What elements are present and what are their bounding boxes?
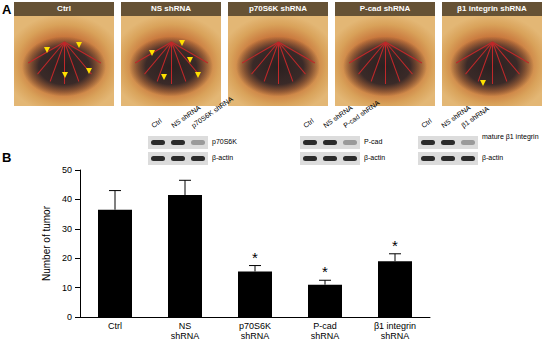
svg-text:30: 30: [62, 224, 72, 234]
html-text:Ctrl: Ctrl: [150, 117, 163, 129]
html-text:β-actin: β-actin: [482, 154, 504, 161]
html-text:β1 shRNA: β1 shRNA: [460, 104, 491, 129]
svg-text:*: *: [252, 249, 258, 266]
svg-text:10: 10: [62, 283, 72, 293]
svg-text:shRNA: shRNA: [311, 331, 340, 341]
svg-text:Number of tumor: Number of tumor: [41, 205, 52, 281]
html-text:β1 integrin shRNA: β1 integrin shRNA: [457, 4, 527, 13]
html-text:P-cad: P-cad: [364, 138, 383, 145]
svg-text:*: *: [322, 263, 328, 280]
html-text:p70S6K: p70S6K: [212, 138, 237, 145]
svg-text:50: 50: [62, 165, 72, 175]
html-text:Ctrl: Ctrl: [57, 4, 71, 13]
html-text:β-actin: β-actin: [364, 154, 386, 161]
html-text:B: B: [2, 150, 12, 165]
svg-text:shRNA: shRNA: [241, 331, 270, 341]
html-text:β-actin: β-actin: [212, 154, 234, 161]
html-text:P-cad shRNA: P-cad shRNA: [359, 4, 411, 13]
svg-text:β1 integrin: β1 integrin: [374, 321, 416, 331]
html-text:Ctrl: Ctrl: [420, 117, 433, 129]
svg-text:*: *: [392, 237, 398, 254]
html-text:NS shRNA: NS shRNA: [440, 103, 472, 129]
svg-text:p70S6K: p70S6K: [239, 321, 271, 331]
svg-text:P-cad: P-cad: [313, 321, 337, 331]
html-text:A: A: [2, 2, 12, 17]
html-text:Ctrl: Ctrl: [302, 117, 315, 129]
html-text:p70S6K shRNA: p70S6K shRNA: [190, 95, 235, 129]
html-text:NS shRNA: NS shRNA: [170, 103, 202, 129]
svg-text:shRNA: shRNA: [381, 331, 410, 341]
svg-text:shRNA: shRNA: [171, 331, 200, 341]
html-text:NS shRNA: NS shRNA: [322, 103, 354, 129]
svg-text:Ctrl: Ctrl: [108, 321, 122, 331]
html-text:p70S6K shRNA: p70S6K shRNA: [248, 4, 308, 13]
svg-text:NS: NS: [179, 321, 192, 331]
svg-text:40: 40: [62, 194, 72, 204]
html-text:P-cad shRNA: P-cad shRNA: [342, 98, 381, 129]
html-text:NS shRNA: NS shRNA: [151, 4, 191, 13]
svg-text:0: 0: [67, 312, 72, 322]
svg-text:20: 20: [62, 253, 72, 263]
html-text:mature β1 integrin: mature β1 integrin: [482, 133, 539, 140]
